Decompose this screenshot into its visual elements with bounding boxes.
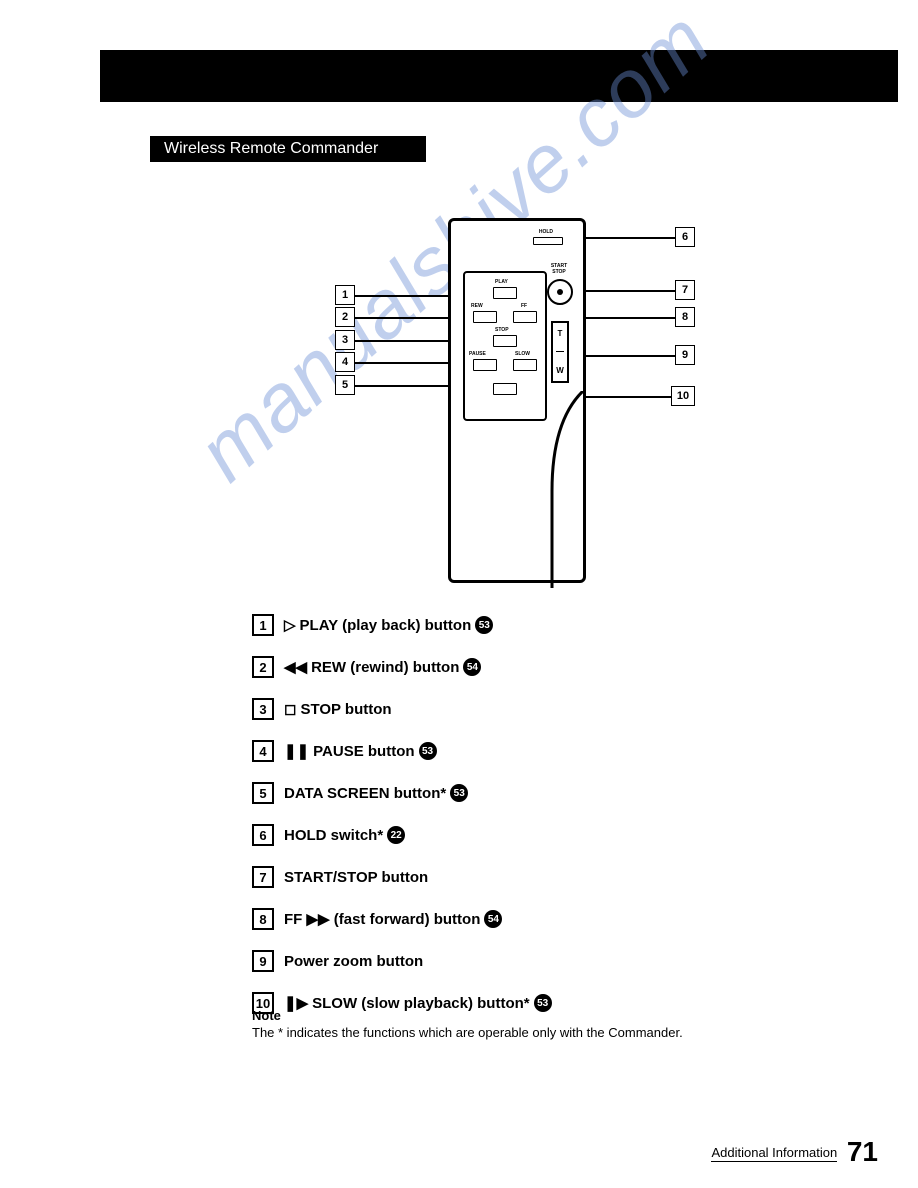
list-item: 2 ◀◀REW (rewind) button54 <box>252 656 792 678</box>
page-ref: 53 <box>450 784 468 802</box>
page-ref: 53 <box>419 742 437 760</box>
callout-3: 3 <box>335 330 355 350</box>
callout-7: 7 <box>675 280 695 300</box>
play-icon: ▷ <box>284 616 296 634</box>
list-label: DATA SCREEN button* <box>284 785 446 802</box>
list-item: 1 ▷PLAY (play back) button53 <box>252 614 792 636</box>
stop-icon: ◻ <box>284 700 296 718</box>
pause-label: PAUSE <box>469 351 486 357</box>
ff-label: FF <box>521 303 527 309</box>
note-text: The * indicates the functions which are … <box>252 1025 792 1040</box>
list-item: 6 HOLD switch*22 <box>252 824 792 846</box>
remote-diagram: 1 2 3 4 5 6 7 8 9 10 HOLD STARTSTOP T W … <box>335 200 735 600</box>
remote-body: HOLD STARTSTOP T W PLAY REW FF STOP PAUS… <box>448 218 586 583</box>
callout-1: 1 <box>335 285 355 305</box>
footer-section-name: Additional Information <box>711 1145 837 1162</box>
zoom-w-label: W <box>553 366 567 375</box>
slow-label: SLOW <box>515 351 530 357</box>
callout-4: 4 <box>335 352 355 372</box>
callout-9: 9 <box>675 345 695 365</box>
rewind-icon: ◀◀ <box>284 658 307 676</box>
note-block: Note The * indicates the functions which… <box>252 1008 792 1040</box>
rew-button <box>473 311 497 323</box>
list-label: HOLD switch* <box>284 827 383 844</box>
list-num: 6 <box>252 824 274 846</box>
list-label: STOP button <box>300 701 391 718</box>
page-ref: 53 <box>475 616 493 634</box>
page-footer: Additional Information 71 <box>711 1136 878 1168</box>
list-label: Power zoom button <box>284 953 423 970</box>
callout-2: 2 <box>335 307 355 327</box>
list-label: START/STOP button <box>284 869 428 886</box>
footer-page-number: 71 <box>847 1136 878 1167</box>
rew-label: REW <box>471 303 483 309</box>
list-item: 7 START/STOP button <box>252 866 792 888</box>
stop-label: STOP <box>495 327 509 333</box>
zoom-divider <box>556 351 564 352</box>
button-cluster: PLAY REW FF STOP PAUSE SLOW <box>463 271 547 421</box>
data-screen-button <box>493 383 517 395</box>
list-label: REW (rewind) button <box>311 659 459 676</box>
list-label: FF ▶▶ (fast forward) button <box>284 910 480 928</box>
list-num: 8 <box>252 908 274 930</box>
note-title: Note <box>252 1008 792 1023</box>
slow-button <box>513 359 537 371</box>
list-num: 7 <box>252 866 274 888</box>
callout-6: 6 <box>675 227 695 247</box>
list-item: 5 DATA SCREEN button*53 <box>252 782 792 804</box>
play-button <box>493 287 517 299</box>
play-label: PLAY <box>495 279 508 285</box>
start-stop-button <box>547 279 573 305</box>
list-num: 4 <box>252 740 274 762</box>
callout-legend: 1▷PLAY (play back) button53 2◀◀REW (rewi… <box>252 614 792 1034</box>
section-header: Wireless Remote Commander <box>150 136 426 162</box>
list-item: 8 FF ▶▶ (fast forward) button54 <box>252 908 792 930</box>
callout-8: 8 <box>675 307 695 327</box>
hold-label: HOLD <box>539 229 553 235</box>
top-black-bar <box>100 50 898 102</box>
ff-button <box>513 311 537 323</box>
list-num: 3 <box>252 698 274 720</box>
zoom-t-label: T <box>553 329 567 338</box>
list-num: 2 <box>252 656 274 678</box>
page-ref: 22 <box>387 826 405 844</box>
list-item: 4 ❚❚PAUSE button 53 <box>252 740 792 762</box>
list-label: PAUSE button <box>313 743 414 760</box>
list-num: 1 <box>252 614 274 636</box>
list-label: PLAY (play back) button <box>300 617 472 634</box>
list-num: 5 <box>252 782 274 804</box>
pause-button <box>473 359 497 371</box>
remote-grip-curve <box>542 391 586 591</box>
callout-10: 10 <box>671 386 695 406</box>
list-item: 3 ◻STOP button <box>252 698 792 720</box>
page-ref: 54 <box>484 910 502 928</box>
start-stop-label: STARTSTOP <box>545 263 573 275</box>
hold-switch <box>533 237 563 245</box>
list-item: 9 Power zoom button <box>252 950 792 972</box>
pause-icon: ❚❚ <box>284 742 309 760</box>
zoom-rocker: T W <box>551 321 569 383</box>
callout-5: 5 <box>335 375 355 395</box>
stop-button <box>493 335 517 347</box>
list-num: 9 <box>252 950 274 972</box>
page-ref: 54 <box>463 658 481 676</box>
